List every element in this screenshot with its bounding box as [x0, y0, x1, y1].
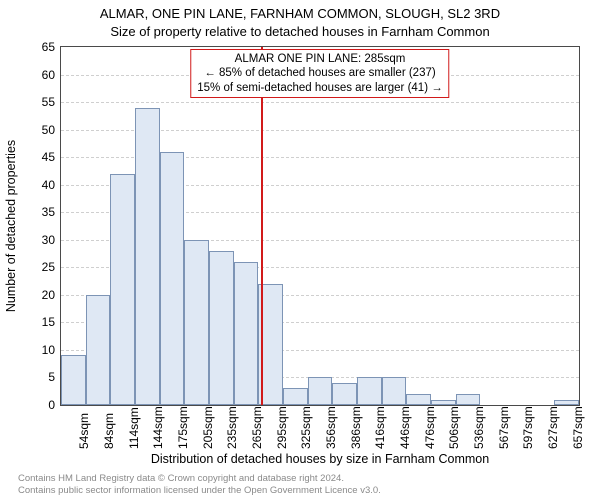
x-tick-label: 144sqm: [151, 406, 165, 449]
x-axis-label: Distribution of detached houses by size …: [60, 452, 580, 466]
x-tick-label: 386sqm: [349, 406, 363, 449]
x-tick-label: 295sqm: [275, 406, 289, 449]
histogram-bar: [406, 394, 431, 405]
x-tick-label: 536sqm: [472, 406, 486, 449]
x-tick-label: 325sqm: [299, 406, 313, 449]
histogram-bar: [86, 295, 111, 405]
x-tick-label: 476sqm: [423, 406, 437, 449]
x-tick-label: 506sqm: [447, 406, 461, 449]
x-tick-label: 627sqm: [546, 406, 560, 449]
x-tick-label: 567sqm: [497, 406, 511, 449]
x-tick-label: 356sqm: [324, 406, 338, 449]
reference-line: [261, 47, 263, 405]
y-tick-label: 50: [42, 123, 55, 137]
annotation-line: 15% of semi-detached houses are larger (…: [197, 81, 442, 95]
y-tick-label: 35: [42, 205, 55, 219]
histogram-bar: [554, 400, 579, 406]
chart-title-line1: ALMAR, ONE PIN LANE, FARNHAM COMMON, SLO…: [0, 6, 600, 21]
y-tick-label: 40: [42, 178, 55, 192]
y-tick-label: 0: [48, 398, 55, 412]
y-tick-label: 5: [48, 370, 55, 384]
histogram-bar: [61, 355, 86, 405]
y-tick-label: 25: [42, 260, 55, 274]
histogram-bar: [209, 251, 234, 405]
histogram-bar: [308, 377, 333, 405]
y-tick-label: 30: [42, 233, 55, 247]
y-tick-label: 65: [42, 40, 55, 54]
x-tick-label: 446sqm: [398, 406, 412, 449]
histogram-bar: [234, 262, 259, 405]
x-tick-label: 84sqm: [102, 413, 116, 449]
histogram-bar: [332, 383, 357, 405]
histogram-bar: [184, 240, 209, 405]
histogram-bar: [456, 394, 481, 405]
y-tick-label: 60: [42, 68, 55, 82]
chart-title-line2: Size of property relative to detached ho…: [0, 24, 600, 39]
histogram-bar: [135, 108, 160, 405]
annotation-box: ALMAR ONE PIN LANE: 285sqm← 85% of detac…: [190, 49, 449, 98]
y-axis-label: Number of detached properties: [4, 46, 20, 406]
histogram-bar: [283, 388, 308, 405]
y-tick-label: 15: [42, 315, 55, 329]
histogram-bar: [431, 400, 456, 406]
x-tick-label: 114sqm: [127, 407, 141, 449]
y-tick-label: 10: [42, 343, 55, 357]
histogram-bar: [160, 152, 185, 405]
x-tick-label: 235sqm: [225, 406, 239, 449]
annotation-line: ALMAR ONE PIN LANE: 285sqm: [197, 52, 442, 66]
histogram-bar: [110, 174, 135, 405]
x-tick-label: 416sqm: [373, 406, 387, 449]
annotation-line: ← 85% of detached houses are smaller (23…: [197, 66, 442, 80]
x-tick-label: 205sqm: [201, 406, 215, 449]
x-tick-label: 54sqm: [77, 413, 91, 449]
x-tick-label: 657sqm: [571, 406, 585, 449]
y-tick-label: 55: [42, 95, 55, 109]
plot-area: 0510152025303540455055606554sqm84sqm114s…: [60, 46, 580, 406]
y-tick-label: 45: [42, 150, 55, 164]
x-tick-label: 175sqm: [176, 406, 190, 449]
gridline: [61, 102, 579, 103]
license-line1: Contains HM Land Registry data © Crown c…: [18, 473, 381, 484]
histogram-bar: [382, 377, 407, 405]
license-text: Contains HM Land Registry data © Crown c…: [18, 473, 381, 496]
x-tick-label: 597sqm: [521, 406, 535, 449]
x-tick-label: 265sqm: [250, 406, 264, 449]
y-tick-label: 20: [42, 288, 55, 302]
histogram-bar: [357, 377, 382, 405]
license-line2: Contains public sector information licen…: [18, 485, 381, 496]
chart-container: ALMAR, ONE PIN LANE, FARNHAM COMMON, SLO…: [0, 0, 600, 500]
